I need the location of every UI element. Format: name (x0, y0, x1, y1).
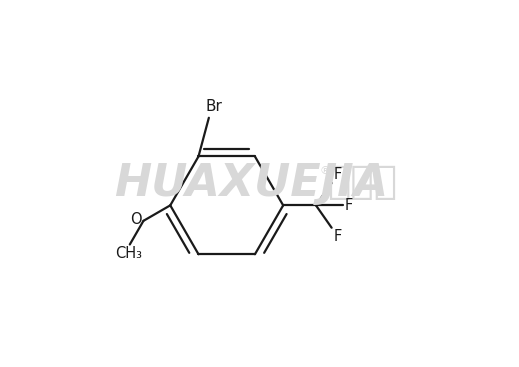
Text: CH₃: CH₃ (115, 246, 142, 261)
Text: ®: ® (320, 166, 331, 176)
Text: O: O (130, 212, 142, 227)
Text: F: F (345, 198, 353, 213)
Text: 化学加: 化学加 (327, 163, 397, 201)
Text: F: F (333, 167, 342, 182)
Text: Br: Br (205, 99, 222, 114)
Text: HUAXUEJIA: HUAXUEJIA (114, 162, 388, 205)
Text: F: F (333, 229, 342, 244)
